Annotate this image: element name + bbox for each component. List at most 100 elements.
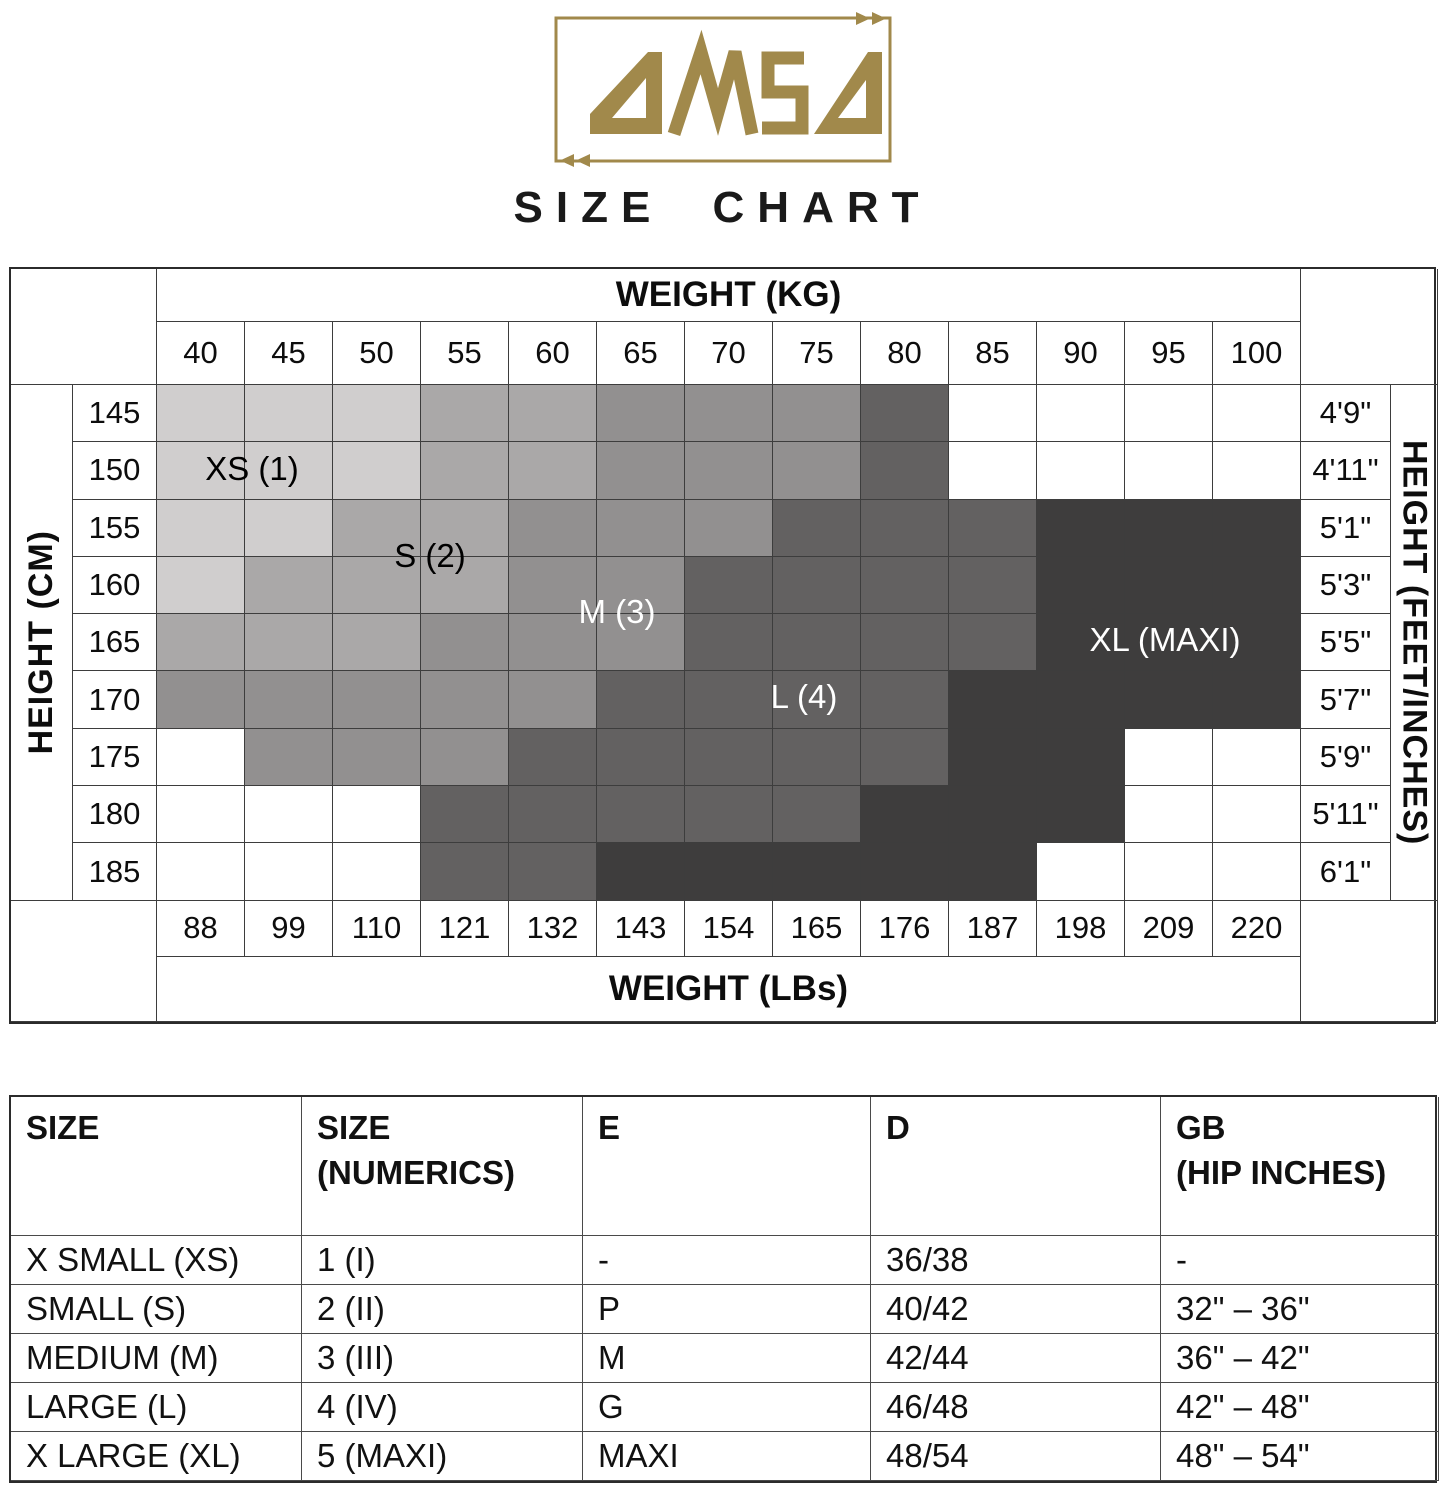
size-zone-cell	[861, 671, 949, 729]
size-zone-cell	[421, 385, 509, 443]
size-zone-cell	[157, 786, 245, 844]
weight-kg-value: 90	[1037, 322, 1125, 385]
size-zone-cell	[861, 556, 949, 615]
size-zone-cell	[1125, 499, 1213, 557]
size-zone-cell	[949, 843, 1037, 901]
size-table-cell: 40/42	[871, 1285, 1161, 1334]
size-zone-cell	[1037, 442, 1125, 500]
size-zone-cell	[1213, 728, 1301, 787]
size-table-cell: SMALL (S)	[11, 1285, 302, 1334]
size-zone-cell	[685, 442, 773, 500]
weight-lbs-value: 143	[597, 900, 685, 957]
size-zone-cell	[1125, 728, 1213, 787]
size-zone-cell	[597, 442, 685, 500]
size-zone-cell	[509, 499, 597, 557]
size-zone-cell	[773, 499, 861, 557]
size-table-header: D	[871, 1097, 1161, 1236]
size-zone-cell	[949, 614, 1037, 672]
size-table-cell: 36" – 42"	[1161, 1334, 1439, 1383]
size-zone-cell	[949, 671, 1037, 729]
size-zone-cell	[333, 499, 421, 557]
grid-corner-top-left	[11, 269, 157, 385]
size-zone-cell	[685, 728, 773, 787]
size-zone-cell	[685, 843, 773, 901]
size-table: SIZE SIZE (NUMERICS) E D GB (HIP INCHES) X SM…	[9, 1095, 1439, 1483]
size-zone-cell	[157, 728, 245, 787]
size-zone-cell	[421, 614, 509, 672]
size-zone-cell	[597, 556, 685, 615]
size-zone-cell	[949, 556, 1037, 615]
weight-lbs-value: 99	[245, 900, 333, 957]
size-zone-cell	[421, 499, 509, 557]
weight-kg-value: 65	[597, 322, 685, 385]
size-zone-cell	[245, 385, 333, 443]
size-grid: WEIGHT (KG) 40 45 50 55 60 65 70 75 80 85 90 95 100 HE…	[9, 267, 1438, 1024]
height-ft-value: 4'9"	[1301, 385, 1391, 443]
weight-kg-value: 60	[509, 322, 597, 385]
size-zone-cell	[1213, 614, 1301, 672]
size-table-cell: 1 (I)	[302, 1236, 583, 1285]
size-zone-label: XL (MAXI)	[1089, 621, 1241, 658]
size-zone-cell	[333, 786, 421, 844]
height-cm-value: 150	[73, 442, 157, 500]
size-zone-cell	[597, 728, 685, 787]
size-zone-label: XS (1)	[205, 450, 299, 487]
size-zone-cell	[773, 442, 861, 500]
size-table-cell: -	[1161, 1236, 1439, 1285]
size-zone-cell	[157, 671, 245, 729]
size-table-cell: 32" – 36"	[1161, 1285, 1439, 1334]
size-table-cell: 48" – 54"	[1161, 1432, 1439, 1481]
size-zone-cell	[245, 442, 333, 500]
size-zone-cell	[685, 671, 773, 729]
size-table-header: SIZE	[11, 1097, 302, 1236]
size-zone-cell	[1125, 671, 1213, 729]
size-zone-cell	[1037, 385, 1125, 443]
size-zone-cell	[1213, 843, 1301, 901]
size-table-cell: P	[583, 1285, 871, 1334]
size-zone-cell	[597, 671, 685, 729]
size-zone-cell	[685, 614, 773, 672]
size-zone-cell	[509, 843, 597, 901]
size-zone-cell	[1037, 671, 1125, 729]
weight-lbs-header: WEIGHT (LBs)	[157, 956, 1301, 1022]
size-zone-cell	[1037, 499, 1125, 557]
size-zone-cell	[773, 614, 861, 672]
size-zone-cell	[949, 728, 1037, 787]
size-zone-cell	[949, 442, 1037, 500]
size-zone-cell	[773, 786, 861, 844]
size-zone-cell	[1037, 728, 1125, 787]
size-zone-cell	[245, 556, 333, 615]
size-zone-cell	[333, 614, 421, 672]
size-table-cell: 3 (III)	[302, 1334, 583, 1383]
size-zone-cell	[1213, 556, 1301, 615]
size-zone-cell	[1213, 385, 1301, 443]
size-table-cell: 4 (IV)	[302, 1383, 583, 1432]
size-zone-cell	[1125, 442, 1213, 500]
size-table-header: SIZE (NUMERICS)	[302, 1097, 583, 1236]
size-zone-cell	[597, 843, 685, 901]
height-cm-value: 160	[73, 556, 157, 615]
size-zone-cell	[597, 786, 685, 844]
height-ft-value: 5'9"	[1301, 728, 1391, 787]
height-ft-value: 5'1"	[1301, 499, 1391, 557]
omsa-logo-graphic: OMSA	[554, 12, 892, 167]
weight-kg-header: WEIGHT (KG)	[157, 269, 1301, 322]
size-zone-cell	[421, 843, 509, 901]
size-table-cell: LARGE (L)	[11, 1383, 302, 1432]
size-zone-cell	[333, 843, 421, 901]
size-zone-cell	[773, 671, 861, 729]
weight-lbs-value: 88	[157, 900, 245, 957]
size-zone-cell	[157, 499, 245, 557]
size-zone-cell	[509, 614, 597, 672]
size-table-cell: 42/44	[871, 1334, 1161, 1383]
height-cm-value: 155	[73, 499, 157, 557]
size-zone-cell	[1125, 556, 1213, 615]
size-zone-cell	[1037, 843, 1125, 901]
weight-kg-value: 50	[333, 322, 421, 385]
height-ft-value: 5'5"	[1301, 614, 1391, 672]
weight-kg-value: 45	[245, 322, 333, 385]
weight-lbs-value: 165	[773, 900, 861, 957]
size-zone-cell	[421, 442, 509, 500]
height-cm-header-text: HEIGHT (CM)	[22, 530, 60, 755]
size-zone-cell	[1037, 556, 1125, 615]
